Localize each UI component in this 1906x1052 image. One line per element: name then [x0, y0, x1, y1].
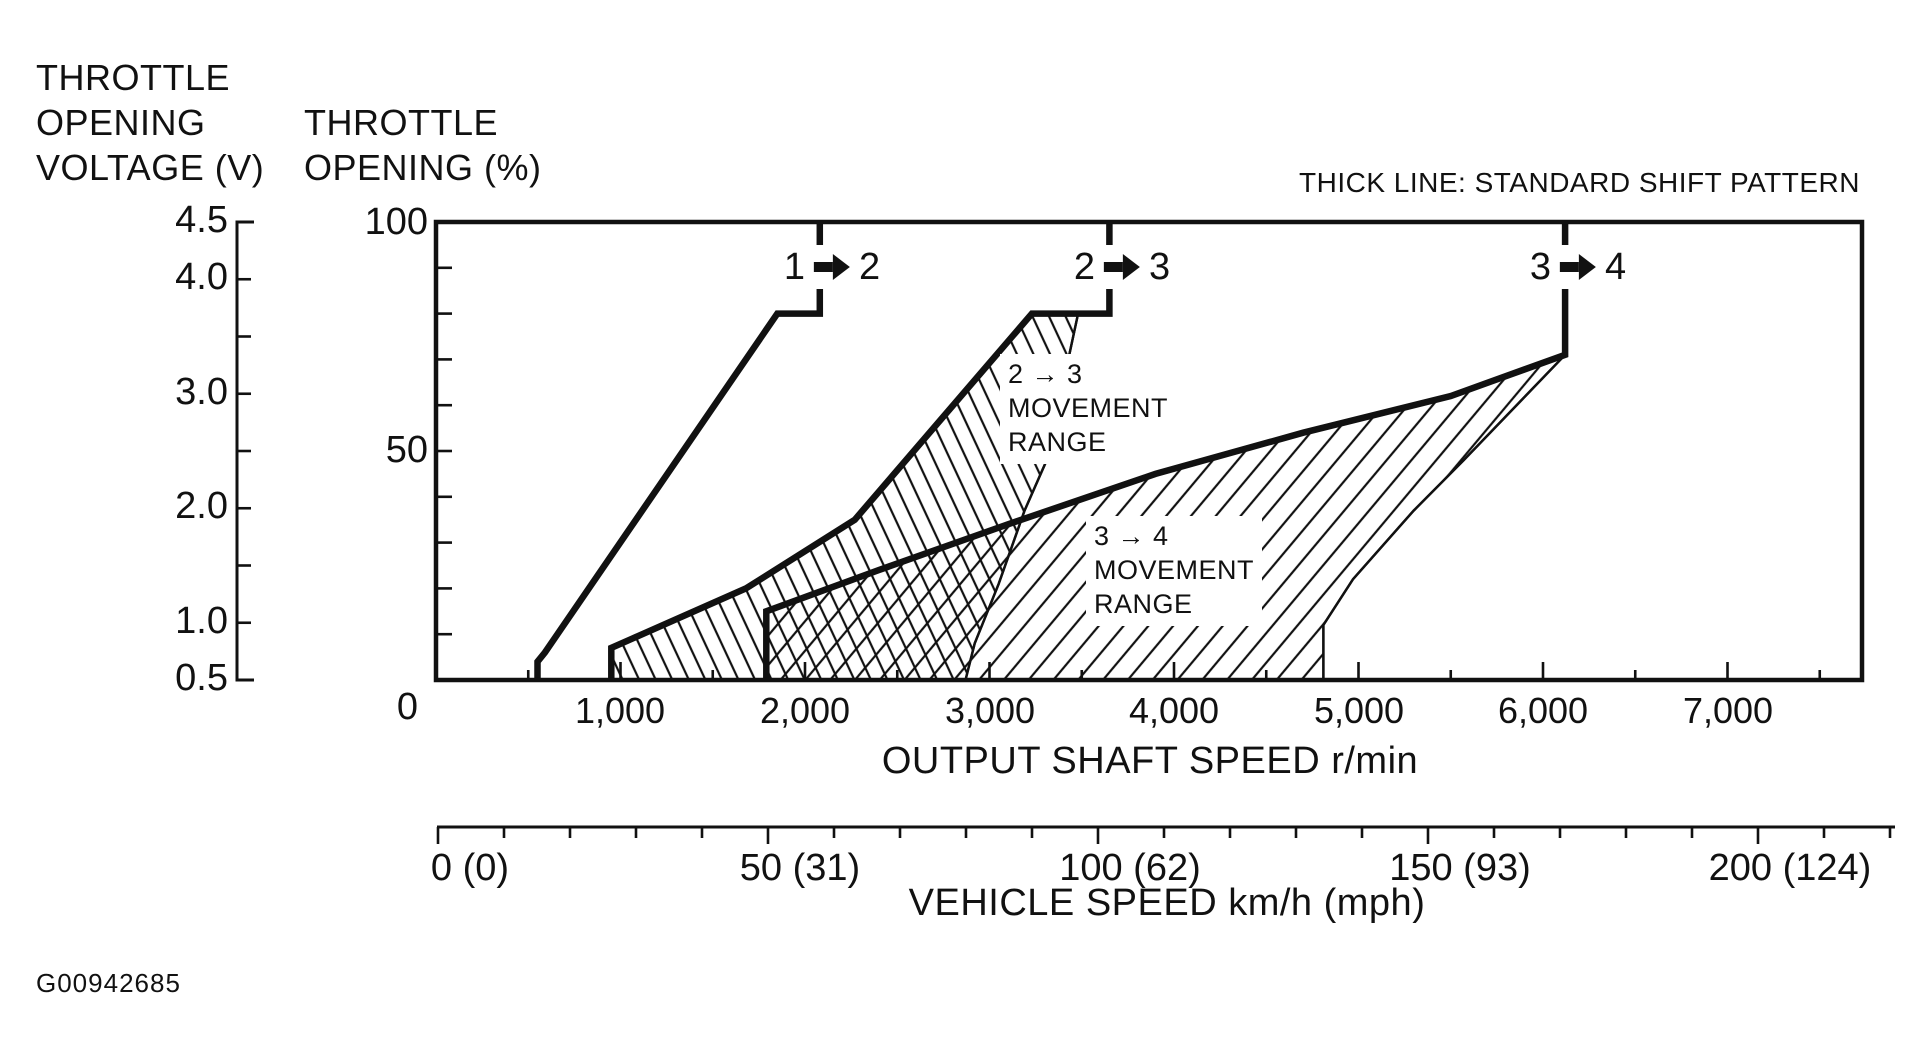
- shift-2-3-from: 2: [1073, 246, 1095, 288]
- shift-label-2-3: 2 3: [1063, 245, 1181, 289]
- range-label-2-3: 2 → 3 MOVEMENT RANGE: [1000, 354, 1177, 464]
- x-tick-4000: 4,000: [1128, 690, 1220, 731]
- shift-2-3-arrow-icon: [1104, 254, 1140, 280]
- percent-axis-title-line2: OPENING (%): [304, 147, 542, 188]
- vehicle-tick-100: 100 (62): [1059, 847, 1201, 889]
- x-axis-title: OUTPUT SHAFT SPEED r/min: [881, 740, 1419, 782]
- voltage-tick-2-0: 2.0: [175, 485, 228, 527]
- shift-label-1-2: 1 2: [773, 245, 891, 289]
- voltage-axis-title-line2: OPENING: [36, 102, 206, 143]
- range-3-4-line2: MOVEMENT: [1094, 555, 1255, 585]
- voltage-tick-1-0: 1.0: [175, 600, 228, 642]
- voltage-tick-0-5: 0.5: [175, 657, 228, 699]
- x-tick-6000: 6,000: [1497, 690, 1589, 731]
- plot-border-rect: [433, 219, 1865, 683]
- x-tick-3000: 3,000: [944, 690, 1036, 731]
- shift-1-2-from: 1: [783, 246, 805, 288]
- percent-axis-title-line1: THROTTLE: [304, 102, 499, 143]
- x-tick-2000: 2,000: [759, 690, 851, 731]
- shift-1-2-to: 2: [859, 246, 881, 288]
- voltage-tick-4-5: 4.5: [175, 199, 228, 241]
- shift-3-4-range-boundary: [1322, 353, 1566, 680]
- range-label-3-4: 3 → 4 MOVEMENT RANGE: [1086, 516, 1263, 626]
- figure-id: G00942685: [36, 968, 181, 998]
- axes-ticks: [235, 220, 1895, 844]
- shift-label-3-4: 3 4: [1519, 245, 1637, 289]
- shift-1-2-standard: [534, 222, 824, 680]
- vehicle-tick-200: 200 (124): [1708, 847, 1872, 889]
- percent-axis-title: THROTTLE OPENING (%): [304, 100, 542, 190]
- percent-tick-100: 100: [364, 201, 428, 243]
- plot-border: [433, 219, 1865, 683]
- x-tick-7000: 7,000: [1682, 690, 1774, 731]
- range-2-3-line1: 2 → 3: [1008, 359, 1083, 389]
- vehicle-axis-title: VEHICLE SPEED km/h (mph): [908, 882, 1426, 924]
- shift-3-4-arrow-icon: [1560, 254, 1596, 280]
- x-tick-1000: 1,000: [574, 690, 666, 731]
- vehicle-tick-50: 50 (31): [739, 847, 861, 889]
- vehicle-tick-150: 150 (93): [1389, 847, 1531, 889]
- vehicle-tick-0: 0 (0): [430, 847, 510, 889]
- shift-3-4-from: 3: [1529, 246, 1551, 288]
- voltage-tick-3-0: 3.0: [175, 371, 228, 413]
- shift-3-4-to: 4: [1605, 246, 1627, 288]
- percent-tick-50: 50: [385, 429, 428, 471]
- x-tick-5000: 5,000: [1313, 690, 1405, 731]
- shift-3-4-standard: [763, 222, 1569, 680]
- shift-1-2-arrow-icon: [814, 254, 850, 280]
- shift-lines: [534, 222, 1569, 681]
- voltage-axis-title-line1: THROTTLE: [36, 57, 231, 98]
- range-2-3-line2: MOVEMENT: [1008, 393, 1169, 423]
- voltage-axis-title-line3: VOLTAGE (V): [36, 147, 265, 188]
- range-2-3-line3: RANGE: [1008, 427, 1107, 457]
- legend-note: THICK LINE: STANDARD SHIFT PATTERN: [1299, 167, 1860, 198]
- voltage-axis-title: THROTTLE OPENING VOLTAGE (V): [36, 55, 264, 190]
- range-3-4-line3: RANGE: [1094, 589, 1193, 619]
- shift-2-3-to: 3: [1149, 246, 1171, 288]
- percent-tick-0: 0: [396, 686, 418, 728]
- shift-2-3-standard: [608, 222, 1113, 680]
- voltage-tick-4-0: 4.0: [175, 256, 228, 298]
- range-3-4-line1: 3 → 4: [1094, 521, 1169, 551]
